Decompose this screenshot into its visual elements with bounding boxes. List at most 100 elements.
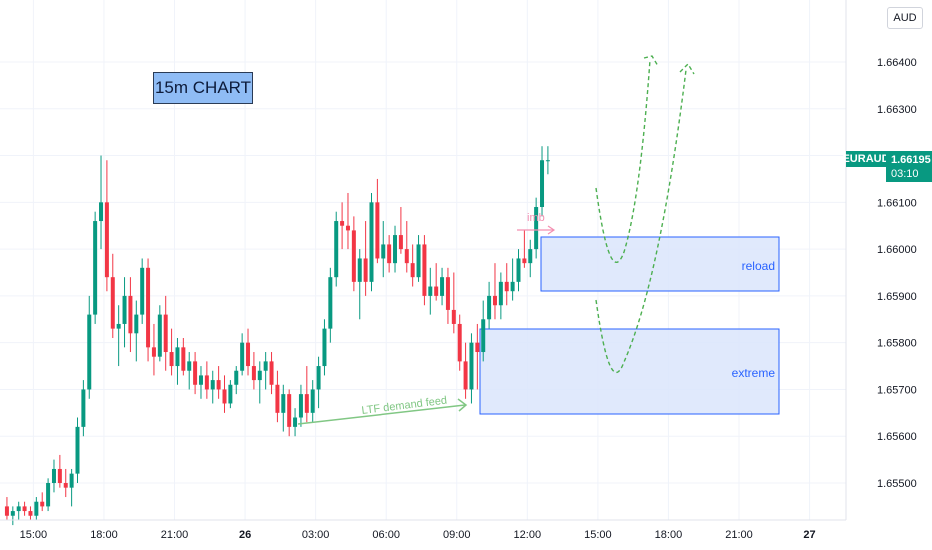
candle-body [434, 286, 439, 296]
candle-body [110, 277, 115, 329]
candle-body [234, 370, 239, 385]
projection-path-reload [595, 59, 651, 264]
candle-body [210, 380, 215, 390]
candle-body [340, 221, 345, 226]
candle [445, 267, 450, 324]
candle [363, 221, 368, 296]
candle-body [228, 384, 233, 404]
candle [375, 178, 380, 264]
candle [404, 221, 409, 273]
candle [257, 361, 262, 404]
candle [69, 468, 74, 507]
candle-body [175, 347, 180, 367]
candle-body [492, 295, 497, 306]
candle-body [104, 202, 109, 278]
candle-body [375, 202, 380, 259]
candle [157, 305, 162, 362]
candle [416, 235, 421, 282]
candle [87, 295, 92, 399]
time-tick-label: 21:00 [725, 529, 753, 541]
time-tick-label: 15:00 [20, 529, 48, 541]
candle-body [146, 267, 151, 348]
price-tick-label: 1.65600 [877, 431, 917, 443]
candle-body [246, 342, 251, 367]
time-axis[interactable]: 15:00 18:00 21:00 26 03:00 06:00 09:00 12:00 15:… [20, 529, 816, 541]
candle [34, 497, 39, 521]
candle-body [28, 511, 33, 516]
candle-body [93, 221, 98, 315]
candle-body [540, 160, 545, 208]
symbol-tag: EURAUD [842, 151, 890, 167]
candle-body [187, 361, 192, 371]
candle [169, 328, 174, 376]
candle-body [281, 394, 286, 413]
price-tick-label: 1.66000 [877, 244, 917, 256]
candle [287, 389, 292, 437]
candle [193, 352, 198, 395]
time-tick-label: 15:00 [584, 529, 612, 541]
candle-body [451, 309, 456, 324]
candlesticks [4, 146, 550, 526]
price-axis[interactable]: 1.65500 1.65600 1.65700 1.65800 1.65900 1.660… [877, 57, 917, 490]
candle [146, 258, 151, 362]
candle-body [69, 473, 74, 488]
candle [10, 506, 15, 526]
candle [228, 380, 233, 409]
candle-body [222, 389, 227, 404]
candle [522, 230, 527, 268]
candle [122, 277, 127, 348]
candle-body [51, 468, 56, 483]
candle [545, 146, 550, 175]
candle-body [216, 380, 221, 390]
time-tick-label: 21:00 [161, 529, 189, 541]
candle-body [322, 328, 327, 367]
candle [151, 323, 156, 376]
candle-body [34, 501, 39, 516]
candle [381, 221, 386, 278]
candle [275, 370, 280, 423]
candle [175, 337, 180, 385]
price-tick-label: 1.65800 [877, 338, 917, 350]
candle-body [469, 342, 474, 390]
candle-body [304, 394, 309, 413]
candle-body [46, 483, 51, 507]
candle-body [263, 361, 268, 371]
candle [222, 375, 227, 413]
candle [181, 337, 186, 376]
candle-body [310, 389, 315, 413]
candle [57, 454, 62, 488]
candle [510, 258, 515, 301]
candle [163, 295, 168, 371]
candle-body [181, 347, 186, 371]
candle-body [404, 249, 409, 264]
candle-body [99, 202, 104, 222]
candle-body [363, 258, 368, 282]
candle-body [275, 384, 280, 413]
price-tick-label: 1.66100 [877, 197, 917, 209]
candle [492, 263, 497, 320]
candle [398, 207, 403, 254]
time-tick-label: 09:00 [443, 529, 471, 541]
projection-arrows [595, 55, 695, 374]
candle [240, 333, 245, 376]
candle [428, 267, 433, 315]
projection-arrowhead-extreme [679, 62, 695, 75]
time-tick-label: 18:00 [90, 529, 118, 541]
candle-body [116, 323, 121, 329]
candle [534, 197, 539, 259]
candle [281, 384, 286, 432]
candle-body [475, 342, 480, 353]
candle-body [528, 249, 533, 264]
candle [475, 323, 480, 390]
candle [369, 192, 374, 292]
currency-label[interactable]: AUD [887, 7, 923, 29]
candle-body [440, 277, 445, 296]
candle [81, 380, 86, 437]
time-tick-label: 27 [803, 529, 815, 541]
chart-title-box: 15m CHART [153, 72, 253, 104]
currency-text: AUD [893, 12, 917, 24]
candle-body [345, 225, 350, 231]
candle [16, 501, 21, 521]
candle-body [545, 160, 550, 162]
